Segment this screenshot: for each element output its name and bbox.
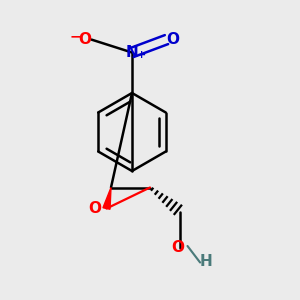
Text: O: O	[167, 32, 180, 47]
Text: O: O	[78, 32, 92, 47]
Text: −: −	[69, 30, 81, 44]
Text: +: +	[137, 50, 146, 60]
Text: O: O	[171, 240, 184, 255]
Text: N: N	[126, 45, 138, 60]
Polygon shape	[103, 188, 111, 209]
Text: O: O	[88, 201, 102, 216]
Text: H: H	[199, 254, 212, 268]
